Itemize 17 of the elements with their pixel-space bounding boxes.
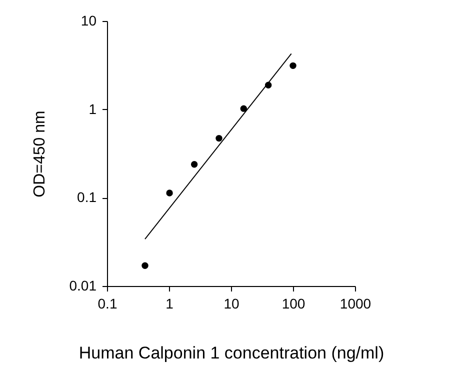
y-axis-title: OD=450 nm	[31, 110, 48, 198]
y-tick-label: 10	[80, 12, 97, 28]
point	[166, 190, 173, 196]
x-tick-label: 0.1	[98, 296, 118, 312]
x-tick-label: 100	[282, 296, 306, 312]
point	[240, 105, 248, 112]
y-tick-label: 0.1	[77, 189, 97, 206]
x-tick-label: 10	[224, 296, 240, 312]
y-tick-label: 0.01	[69, 278, 97, 294]
point	[290, 62, 296, 70]
y-tick-label: 1	[88, 100, 97, 117]
x-tick-label: 1	[166, 296, 174, 312]
x-axis-title: Human Calponin 1 concentration (ng/ml)	[78, 344, 384, 362]
x-tick-label: 1000	[340, 296, 372, 312]
point	[190, 161, 198, 168]
point	[216, 134, 222, 142]
point	[142, 262, 148, 269]
